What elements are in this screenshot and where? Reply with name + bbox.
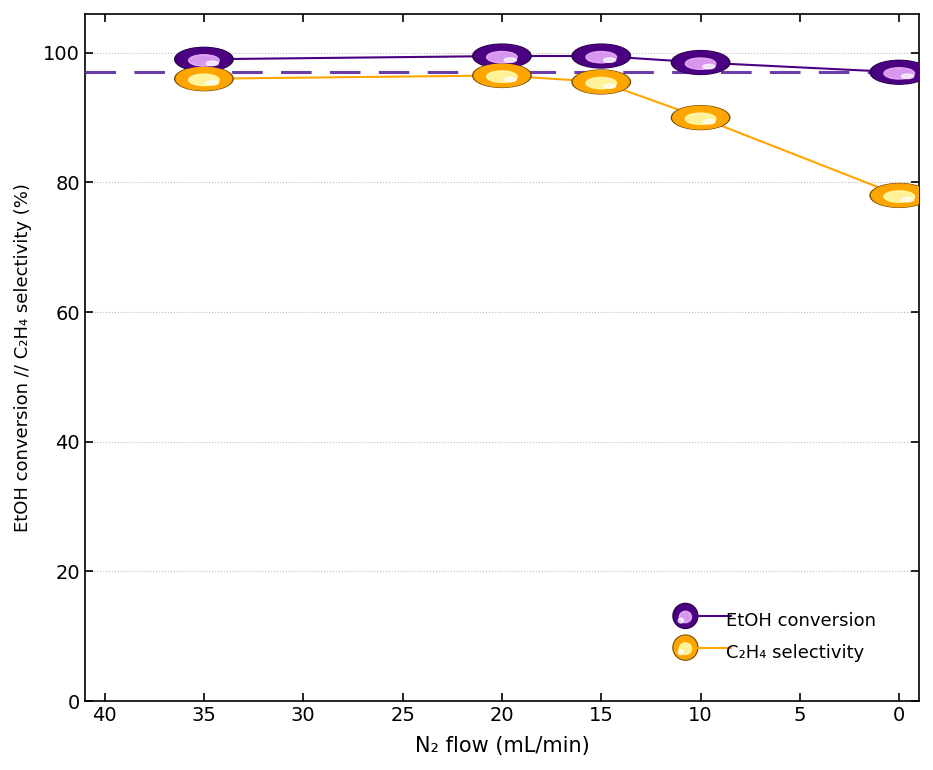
X-axis label: N₂ flow (mL/min): N₂ flow (mL/min): [414, 736, 590, 756]
Ellipse shape: [206, 81, 218, 85]
Ellipse shape: [174, 67, 233, 91]
Ellipse shape: [572, 70, 631, 94]
Ellipse shape: [871, 61, 927, 84]
Ellipse shape: [672, 105, 730, 129]
Ellipse shape: [672, 51, 730, 75]
Ellipse shape: [901, 197, 913, 202]
Ellipse shape: [586, 52, 617, 63]
Ellipse shape: [176, 48, 231, 71]
Ellipse shape: [685, 58, 716, 69]
Ellipse shape: [574, 45, 629, 68]
Ellipse shape: [871, 184, 927, 207]
Ellipse shape: [474, 64, 530, 87]
Ellipse shape: [473, 44, 531, 68]
Ellipse shape: [474, 45, 530, 68]
Ellipse shape: [604, 58, 616, 62]
Ellipse shape: [176, 68, 231, 90]
Ellipse shape: [870, 60, 928, 84]
Ellipse shape: [870, 183, 928, 207]
Ellipse shape: [504, 77, 516, 82]
Ellipse shape: [673, 51, 729, 74]
Ellipse shape: [884, 68, 914, 79]
Ellipse shape: [504, 58, 516, 62]
Ellipse shape: [586, 78, 617, 89]
Ellipse shape: [473, 64, 531, 88]
Ellipse shape: [703, 119, 715, 124]
Ellipse shape: [572, 44, 631, 68]
Ellipse shape: [884, 191, 914, 203]
Legend: EtOH conversion, C₂H₄ selectivity: EtOH conversion, C₂H₄ selectivity: [662, 601, 885, 671]
Ellipse shape: [487, 71, 517, 82]
Ellipse shape: [206, 61, 218, 65]
Y-axis label: EtOH conversion // C₂H₄ selectivity (%): EtOH conversion // C₂H₄ selectivity (%): [14, 183, 32, 532]
Ellipse shape: [487, 52, 517, 63]
Ellipse shape: [188, 55, 219, 66]
Ellipse shape: [703, 65, 715, 69]
Ellipse shape: [673, 106, 729, 129]
Ellipse shape: [174, 48, 233, 71]
Ellipse shape: [901, 74, 913, 79]
Ellipse shape: [685, 113, 716, 125]
Ellipse shape: [188, 74, 219, 85]
Ellipse shape: [574, 71, 629, 93]
Ellipse shape: [604, 84, 616, 89]
